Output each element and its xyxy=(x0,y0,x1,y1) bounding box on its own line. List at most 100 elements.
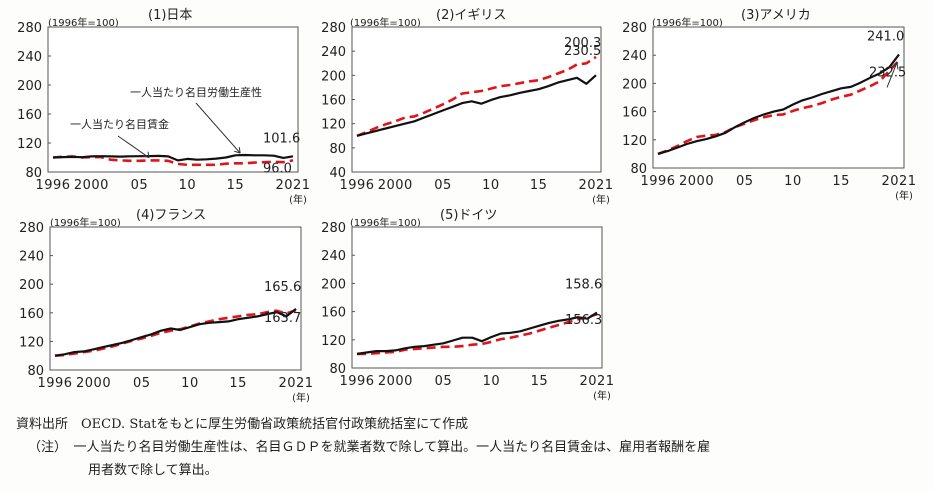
x-tick-label: 15 xyxy=(227,178,245,193)
y-tick-label: 80 xyxy=(25,166,42,181)
chart-svg: 80 120 160 200 240 280 1996 2000 05 10 15 2021(年) 24… xyxy=(622,21,916,202)
series-line-productivity xyxy=(356,74,597,137)
plot-frame xyxy=(49,226,302,371)
x-tick-label: 1996 xyxy=(640,174,675,189)
y-tick-label: 280 xyxy=(622,21,647,36)
chart-panel-uk: (2)イギリス (1996年=100) 40 80 120 160 200 240 280 1… xyxy=(310,0,620,206)
x-unit-label: (年) xyxy=(592,193,610,206)
y-tick-label: 120 xyxy=(19,335,44,350)
x-unit-label: (年) xyxy=(593,389,611,402)
x-tick-label: 2000 xyxy=(378,374,413,389)
x-tick-label: 2021 xyxy=(579,374,614,389)
plot-frame xyxy=(652,26,905,169)
footnote-line-2: 用者数で除して算出。 xyxy=(88,463,218,478)
x-tick-label: 10 xyxy=(784,174,802,189)
chart-svg: 40 80 120 160 200 240 280 1996 2000 05 10 15 2021(年)… xyxy=(321,21,613,206)
arrow-head xyxy=(142,151,150,159)
end-value-label: 163.7 xyxy=(264,311,301,326)
end-value-label: 158.6 xyxy=(565,278,602,293)
chart-panel-japan: (1)日本 (1996年=100) 80 120 160 200 240 280 1996 2… xyxy=(0,0,310,206)
annotation-arrow xyxy=(117,135,150,159)
x-tick-label: 05 xyxy=(434,178,452,193)
end-value-label: 101.6 xyxy=(263,131,300,146)
chart-title: (2)イギリス xyxy=(436,8,507,23)
chart-title: (5)ドイツ xyxy=(440,208,498,223)
y-tick-label: 120 xyxy=(321,334,346,349)
chart-title: (1)日本 xyxy=(148,8,193,23)
y-tick-label: 240 xyxy=(321,45,346,60)
y-tick-label: 240 xyxy=(17,50,42,65)
series-line-wage xyxy=(357,312,598,356)
y-tick-label: 160 xyxy=(321,94,346,109)
arrow-head xyxy=(891,62,899,70)
y-tick-label: 240 xyxy=(622,49,647,64)
series-line-productivity xyxy=(356,311,598,355)
y-tick-label: 80 xyxy=(27,364,44,379)
x-tick-label: 2000 xyxy=(679,174,714,189)
x-tick-label: 1996 xyxy=(339,178,374,193)
series-line-wage xyxy=(657,59,900,156)
x-tick-label: 10 xyxy=(179,178,197,193)
y-tick-label: 200 xyxy=(321,69,346,84)
x-tick-label: 05 xyxy=(435,374,453,389)
x-tick-label: 2000 xyxy=(76,376,111,391)
unit-label: (1996年=100) xyxy=(50,218,121,229)
chart-svg: 80 120 160 200 240 280 1996 2000 05 10 15 2021(年) 10… xyxy=(17,21,310,206)
y-tick-label: 160 xyxy=(622,106,647,121)
y-tick-label: 240 xyxy=(19,250,44,265)
chart-panel-france: (4)フランス (1996年=100) 80 120 160 200 240 280 199… xyxy=(0,200,313,404)
x-tick-label: 2021 xyxy=(278,376,313,391)
unit-label: (1996年=100) xyxy=(350,18,421,29)
series-line-productivity xyxy=(54,307,297,357)
y-tick-label: 240 xyxy=(321,249,346,264)
chart-panel-germany: (5)ドイツ (1996年=100) 80 120 160 200 240 280 1996… xyxy=(310,200,620,402)
series-line-productivity xyxy=(52,153,294,162)
y-tick-label: 120 xyxy=(17,137,42,152)
x-tick-label: 2000 xyxy=(74,178,109,193)
x-tick-label: 2000 xyxy=(378,178,413,193)
x-tick-label: 10 xyxy=(483,374,501,389)
y-tick-label: 80 xyxy=(329,142,346,157)
annotation-arrow xyxy=(886,62,898,88)
end-value-label: 230.5 xyxy=(564,44,601,59)
chart-svg: 80 120 160 200 240 280 1996 2000 05 10 15 2021(年) 16… xyxy=(19,221,313,404)
y-tick-label: 200 xyxy=(622,77,647,92)
plot-frame xyxy=(351,26,602,173)
annotation-productivity: 一人当たり名目労働生産性 xyxy=(130,85,262,99)
x-tick-label: 15 xyxy=(832,174,850,189)
series-line-productivity xyxy=(657,53,900,155)
x-tick-label: 10 xyxy=(482,178,500,193)
arrow-head xyxy=(234,147,241,154)
y-tick-label: 200 xyxy=(19,278,44,293)
y-tick-label: 160 xyxy=(19,307,44,322)
chart-panel-usa: (3)アメリカ (1996年=100) 80 120 160 200 240 280 199… xyxy=(620,0,933,202)
y-tick-label: 280 xyxy=(321,21,346,36)
x-tick-label: 10 xyxy=(181,376,199,391)
x-tick-label: 1996 xyxy=(35,178,70,193)
end-value-label: 200.3 xyxy=(564,36,601,51)
y-tick-label: 80 xyxy=(630,162,647,177)
unit-label: (1996年=100) xyxy=(48,18,119,29)
x-tick-label: 1996 xyxy=(339,374,374,389)
x-unit-label: (年) xyxy=(289,193,307,206)
y-tick-label: 160 xyxy=(17,108,42,123)
y-tick-label: 200 xyxy=(17,79,42,94)
x-tick-label: 1996 xyxy=(37,376,72,391)
y-tick-label: 160 xyxy=(321,306,346,321)
series-line-wage xyxy=(356,55,597,138)
chart-title: (4)フランス xyxy=(136,208,207,223)
end-value-label: 241.0 xyxy=(867,29,904,44)
chart-title: (3)アメリカ xyxy=(741,8,811,23)
annotation-arrow xyxy=(195,102,241,154)
y-tick-label: 40 xyxy=(329,166,346,181)
series-line-wage xyxy=(52,155,294,167)
plot-frame xyxy=(351,226,603,369)
y-tick-label: 280 xyxy=(19,221,44,236)
footnote-line-1: （注） 一人当たり名目労働生産性は、名目ＧＤＰを就業者数で除して算出。一人当たり… xyxy=(28,440,711,455)
y-tick-label: 280 xyxy=(321,221,346,236)
chart-svg: 80 120 160 200 240 280 1996 2000 05 10 15 2021(年) 15… xyxy=(321,221,614,402)
x-tick-label: 15 xyxy=(229,376,247,391)
x-tick-label: 05 xyxy=(736,174,754,189)
end-value-label: 232.5 xyxy=(869,65,906,80)
source-note: 資料出所 OECD. Statをもとに厚生労働省政策統括官付政策統括室にて作成 xyxy=(16,417,469,432)
